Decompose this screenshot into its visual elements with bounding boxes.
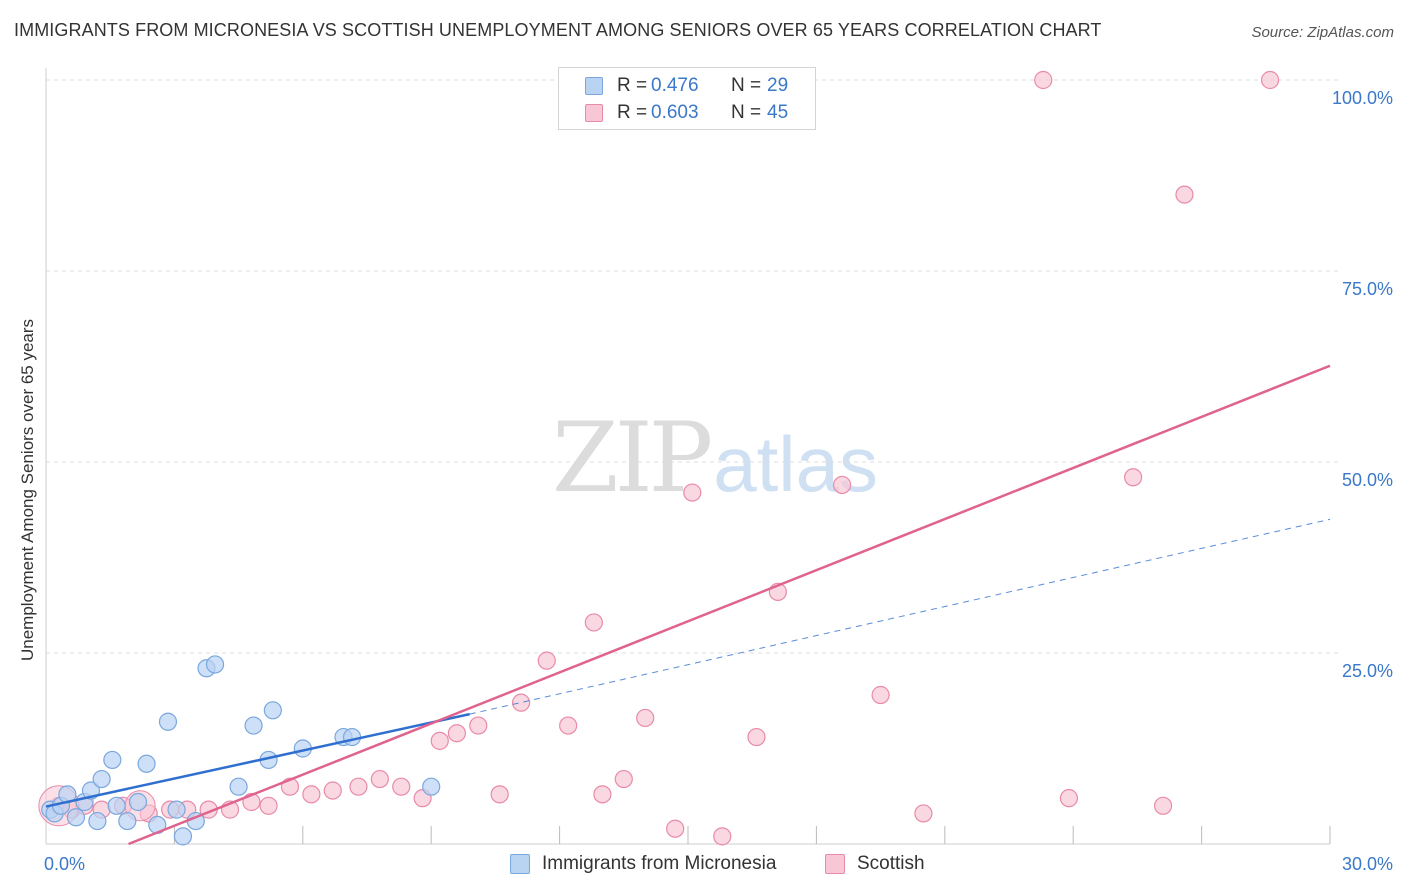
- scottish-point: [490, 785, 509, 804]
- micronesia-point: [263, 701, 282, 720]
- scottish-points: [38, 70, 1280, 846]
- scottish-point: [349, 777, 368, 796]
- scottish-point: [1260, 70, 1280, 90]
- micronesia-trend-extension: [469, 518, 1331, 715]
- x-tick-label: 30.0%: [1342, 854, 1393, 874]
- scottish-point: [370, 769, 389, 789]
- y-tick-label: 75.0%: [1342, 279, 1393, 299]
- y-tick-label: 100.0%: [1332, 88, 1393, 108]
- scottish-point: [392, 777, 411, 796]
- micronesia-points: [41, 655, 441, 846]
- scottish-point: [1059, 789, 1079, 808]
- scottish-point: [537, 651, 556, 670]
- micronesia-point: [422, 777, 441, 796]
- micronesia-point: [137, 754, 156, 773]
- scottish-point: [1034, 70, 1053, 90]
- scottish-point: [614, 769, 633, 789]
- micronesia-point: [128, 792, 148, 812]
- correlation-legend: R = 0.476 N = 29 R = 0.603 N = 45: [558, 67, 816, 130]
- micronesia-point: [92, 769, 111, 789]
- micronesia-point: [167, 800, 186, 819]
- scottish-point: [832, 475, 852, 495]
- micronesia-point: [88, 811, 107, 831]
- legend-label: Scottish: [857, 853, 925, 874]
- x-tick-label: 0.0%: [44, 854, 85, 874]
- micronesia-point: [342, 727, 362, 747]
- r-label: R =: [617, 75, 648, 96]
- grid-layer: [46, 79, 1338, 654]
- legend-label: Immigrants from Micronesia: [542, 853, 777, 874]
- scottish-point: [447, 724, 466, 743]
- scottish-swatch: [585, 104, 603, 122]
- n-label: N =: [731, 102, 762, 123]
- micronesia-point: [229, 777, 248, 796]
- micronesia-point: [158, 712, 178, 731]
- scottish-point: [713, 827, 732, 846]
- source-credit: Source: ZipAtlas.com: [1251, 24, 1394, 41]
- scottish-point: [1175, 185, 1194, 204]
- r-value: 0.603: [651, 102, 699, 123]
- scottish-point: [666, 819, 685, 838]
- micronesia-swatch: [510, 854, 530, 874]
- tick-labels: 25.0% 50.0% 75.0% 100.0% 0.0% 30.0%: [44, 88, 1393, 874]
- y-tick-label: 50.0%: [1342, 470, 1393, 490]
- micronesia-swatch: [585, 77, 603, 95]
- scottish-trend-line: [128, 364, 1331, 846]
- scottish-point: [747, 727, 766, 747]
- watermark-atlas: atlas: [713, 420, 878, 508]
- scottish-point: [469, 716, 488, 735]
- scottish-point: [511, 693, 531, 712]
- scottish-point: [323, 781, 342, 800]
- scottish-point: [1124, 468, 1143, 487]
- scottish-point: [871, 685, 890, 705]
- n-label: N =: [731, 75, 762, 96]
- micronesia-point: [103, 750, 122, 770]
- n-value: 29: [767, 75, 789, 96]
- micronesia-point: [244, 716, 263, 735]
- r-label: R =: [617, 102, 648, 123]
- scottish-point: [1153, 796, 1173, 815]
- scottish-point: [914, 804, 933, 823]
- axis-layer: [45, 68, 1331, 845]
- micronesia-point: [107, 796, 126, 815]
- micronesia-point: [66, 808, 86, 827]
- micronesia-point: [118, 811, 137, 831]
- micronesia-trend-line: [45, 712, 470, 808]
- scottish-point: [683, 483, 702, 502]
- scottish-point: [584, 613, 603, 632]
- micronesia-point: [205, 655, 225, 674]
- r-value: 0.476: [651, 75, 699, 96]
- scottish-point: [636, 708, 655, 728]
- scottish-point: [430, 731, 449, 750]
- trend-lines: [45, 364, 1331, 846]
- micronesia-point: [173, 827, 193, 846]
- scottish-point: [559, 716, 578, 735]
- n-value: 45: [767, 102, 789, 123]
- scottish-point: [593, 785, 612, 804]
- scottish-point: [302, 785, 321, 804]
- y-tick-label: 25.0%: [1342, 661, 1393, 681]
- chart-title: IMMIGRANTS FROM MICRONESIA VS SCOTTISH U…: [14, 20, 1102, 40]
- scottish-point: [259, 796, 278, 815]
- scottish-swatch: [825, 854, 845, 874]
